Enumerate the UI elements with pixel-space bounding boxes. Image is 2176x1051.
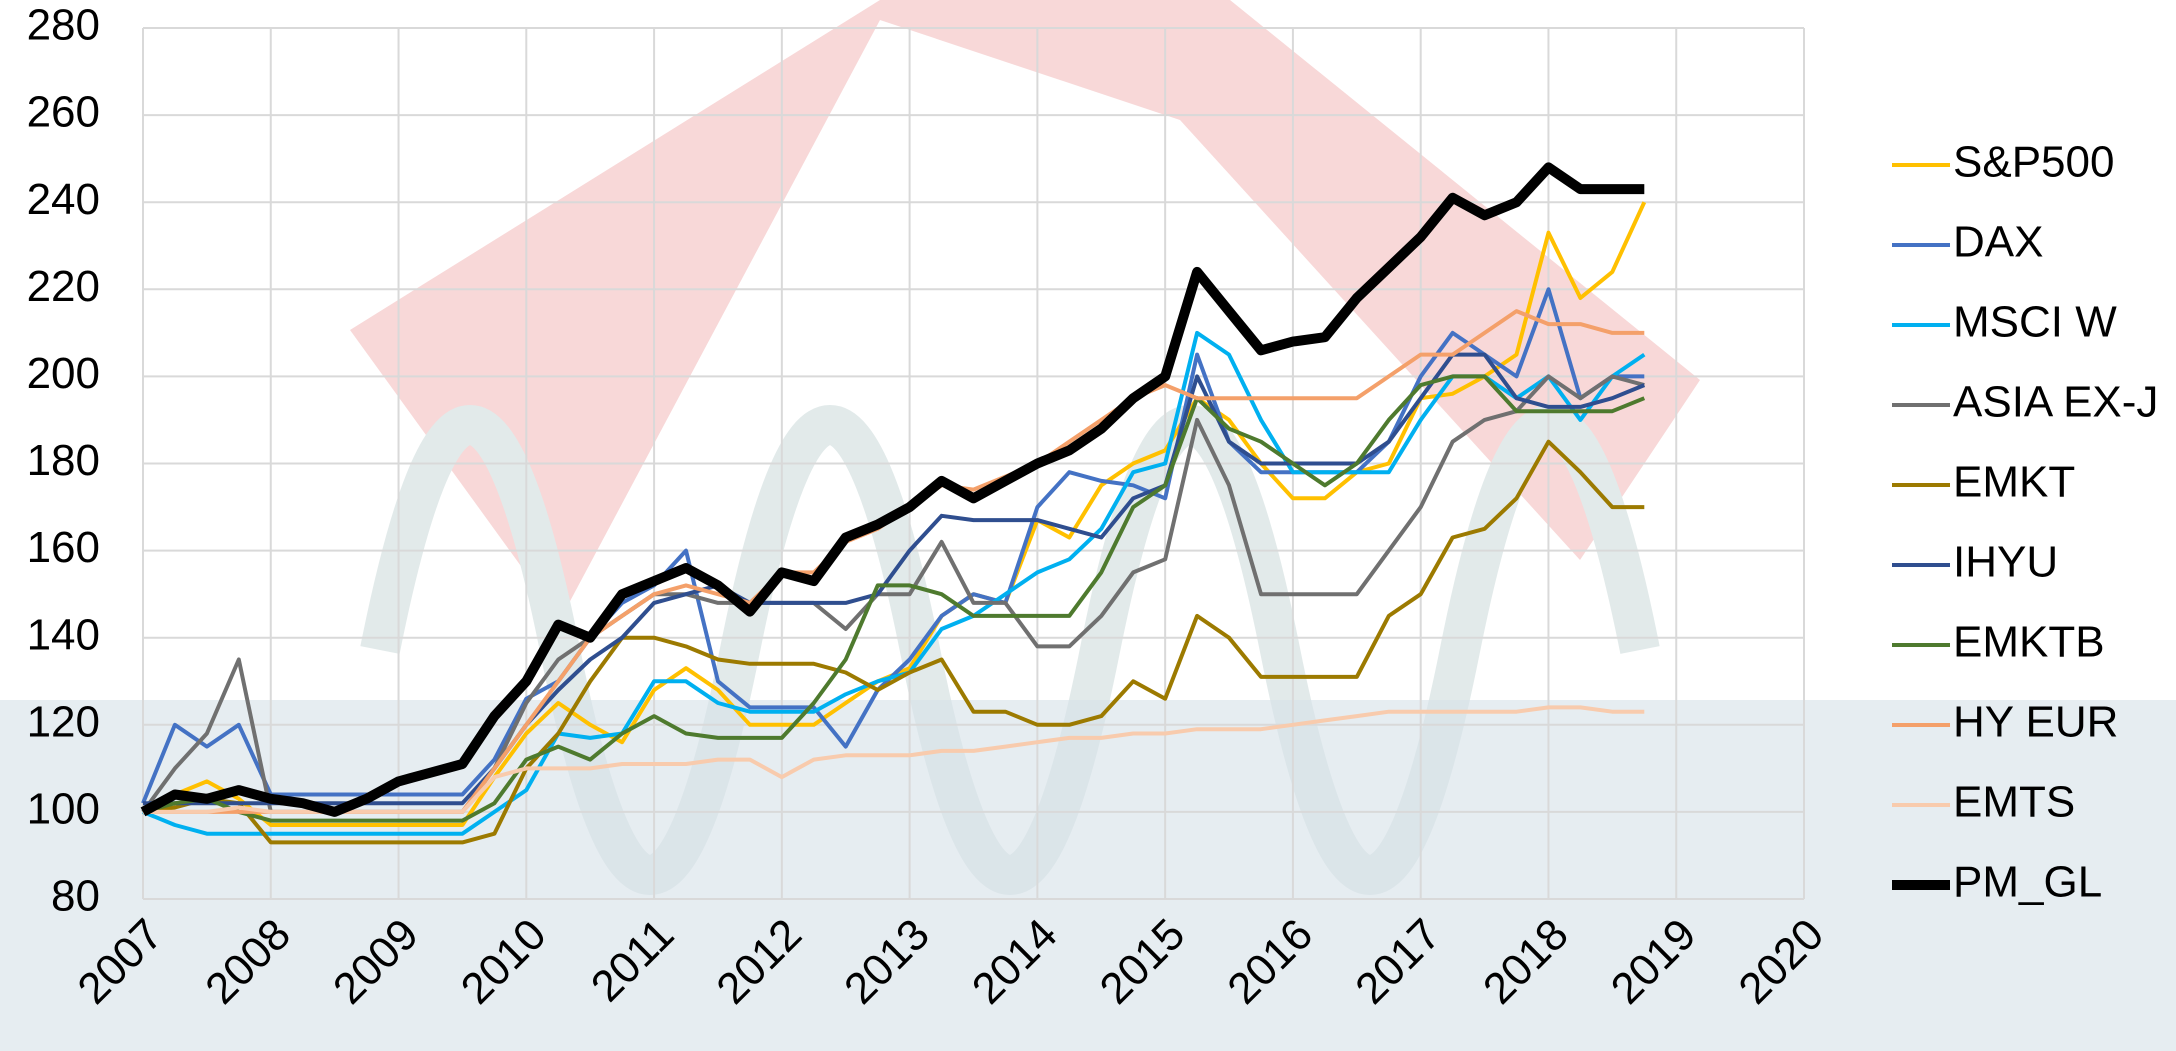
legend-label: MSCI W (1953, 298, 2117, 347)
legend-label: PM_GL (1953, 858, 2102, 907)
legend-label: EMKT (1953, 458, 2075, 507)
chart: 8010012014016018020022024026028020072008… (0, 0, 2176, 1051)
legend-label: EMTS (1953, 778, 2075, 827)
legend-label: EMKTB (1953, 618, 2105, 667)
y-tick-label: 120 (27, 697, 100, 746)
legend-label: DAX (1953, 218, 2043, 267)
y-tick-label: 160 (27, 523, 100, 572)
legend-label: S&P500 (1953, 138, 2114, 187)
y-tick-label: 100 (27, 785, 100, 834)
y-tick-label: 180 (27, 436, 100, 485)
watermark (0, 0, 2176, 1051)
legend-label: ASIA EX-J (1953, 378, 2158, 427)
y-tick-label: 260 (27, 88, 100, 137)
y-tick-label: 220 (27, 262, 100, 311)
y-tick-label: 200 (27, 349, 100, 398)
legend-label: IHYU (1953, 538, 2058, 587)
legend-label: HY EUR (1953, 698, 2118, 747)
y-tick-label: 140 (27, 610, 100, 659)
y-tick-label: 240 (27, 175, 100, 224)
y-tick-label: 280 (27, 1, 100, 50)
y-tick-label: 80 (51, 872, 100, 921)
